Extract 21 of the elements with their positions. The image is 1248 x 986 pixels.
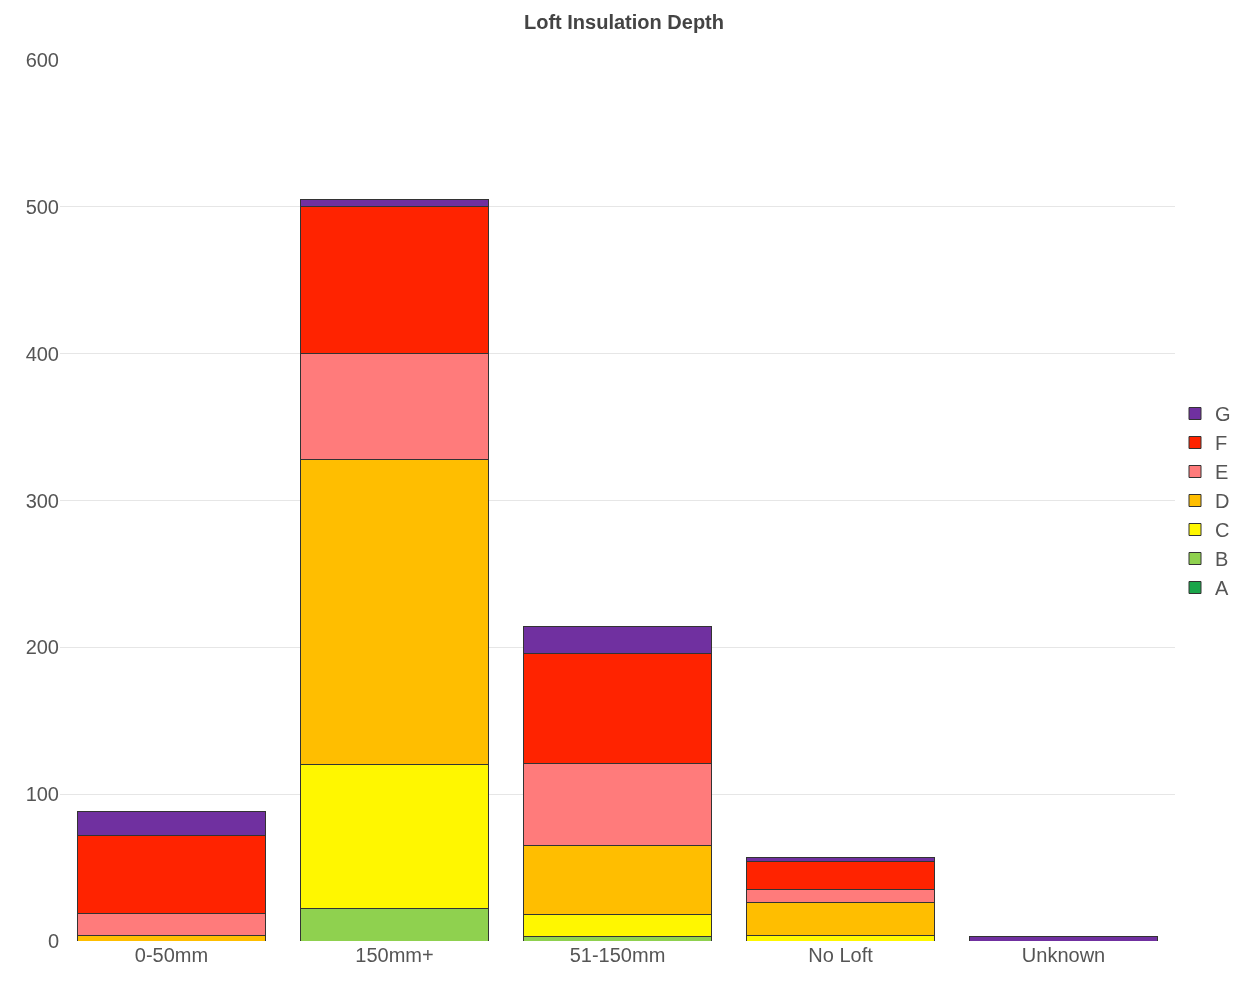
y-tick-label: 300 bbox=[25, 489, 59, 512]
legend-label: C bbox=[1215, 519, 1230, 542]
legend-label: E bbox=[1215, 461, 1229, 484]
bar bbox=[969, 936, 1158, 941]
x-tick-label: 51-150mm bbox=[569, 944, 666, 966]
legend-label: D bbox=[1215, 490, 1230, 513]
legend-label: G bbox=[1215, 403, 1231, 426]
legend-label: B bbox=[1215, 548, 1229, 571]
legend-label: F bbox=[1215, 432, 1228, 455]
y-tick-label: 100 bbox=[25, 783, 59, 806]
y-tick-label: 400 bbox=[25, 342, 59, 365]
y-tick-label: 0 bbox=[47, 930, 59, 952]
x-tick-label: 150mm+ bbox=[355, 944, 434, 966]
legend-label: A bbox=[1215, 577, 1229, 600]
y-tick-label: 600 bbox=[25, 49, 59, 71]
y-tick-label: 200 bbox=[25, 636, 59, 659]
x-tick-label: Unknown bbox=[1021, 944, 1106, 966]
x-tick-label: 0-50mm bbox=[134, 944, 209, 966]
chart-title: Loft Insulation Depth bbox=[524, 10, 724, 33]
x-tick-label: No Loft bbox=[808, 944, 874, 966]
y-tick-label: 500 bbox=[25, 195, 59, 218]
